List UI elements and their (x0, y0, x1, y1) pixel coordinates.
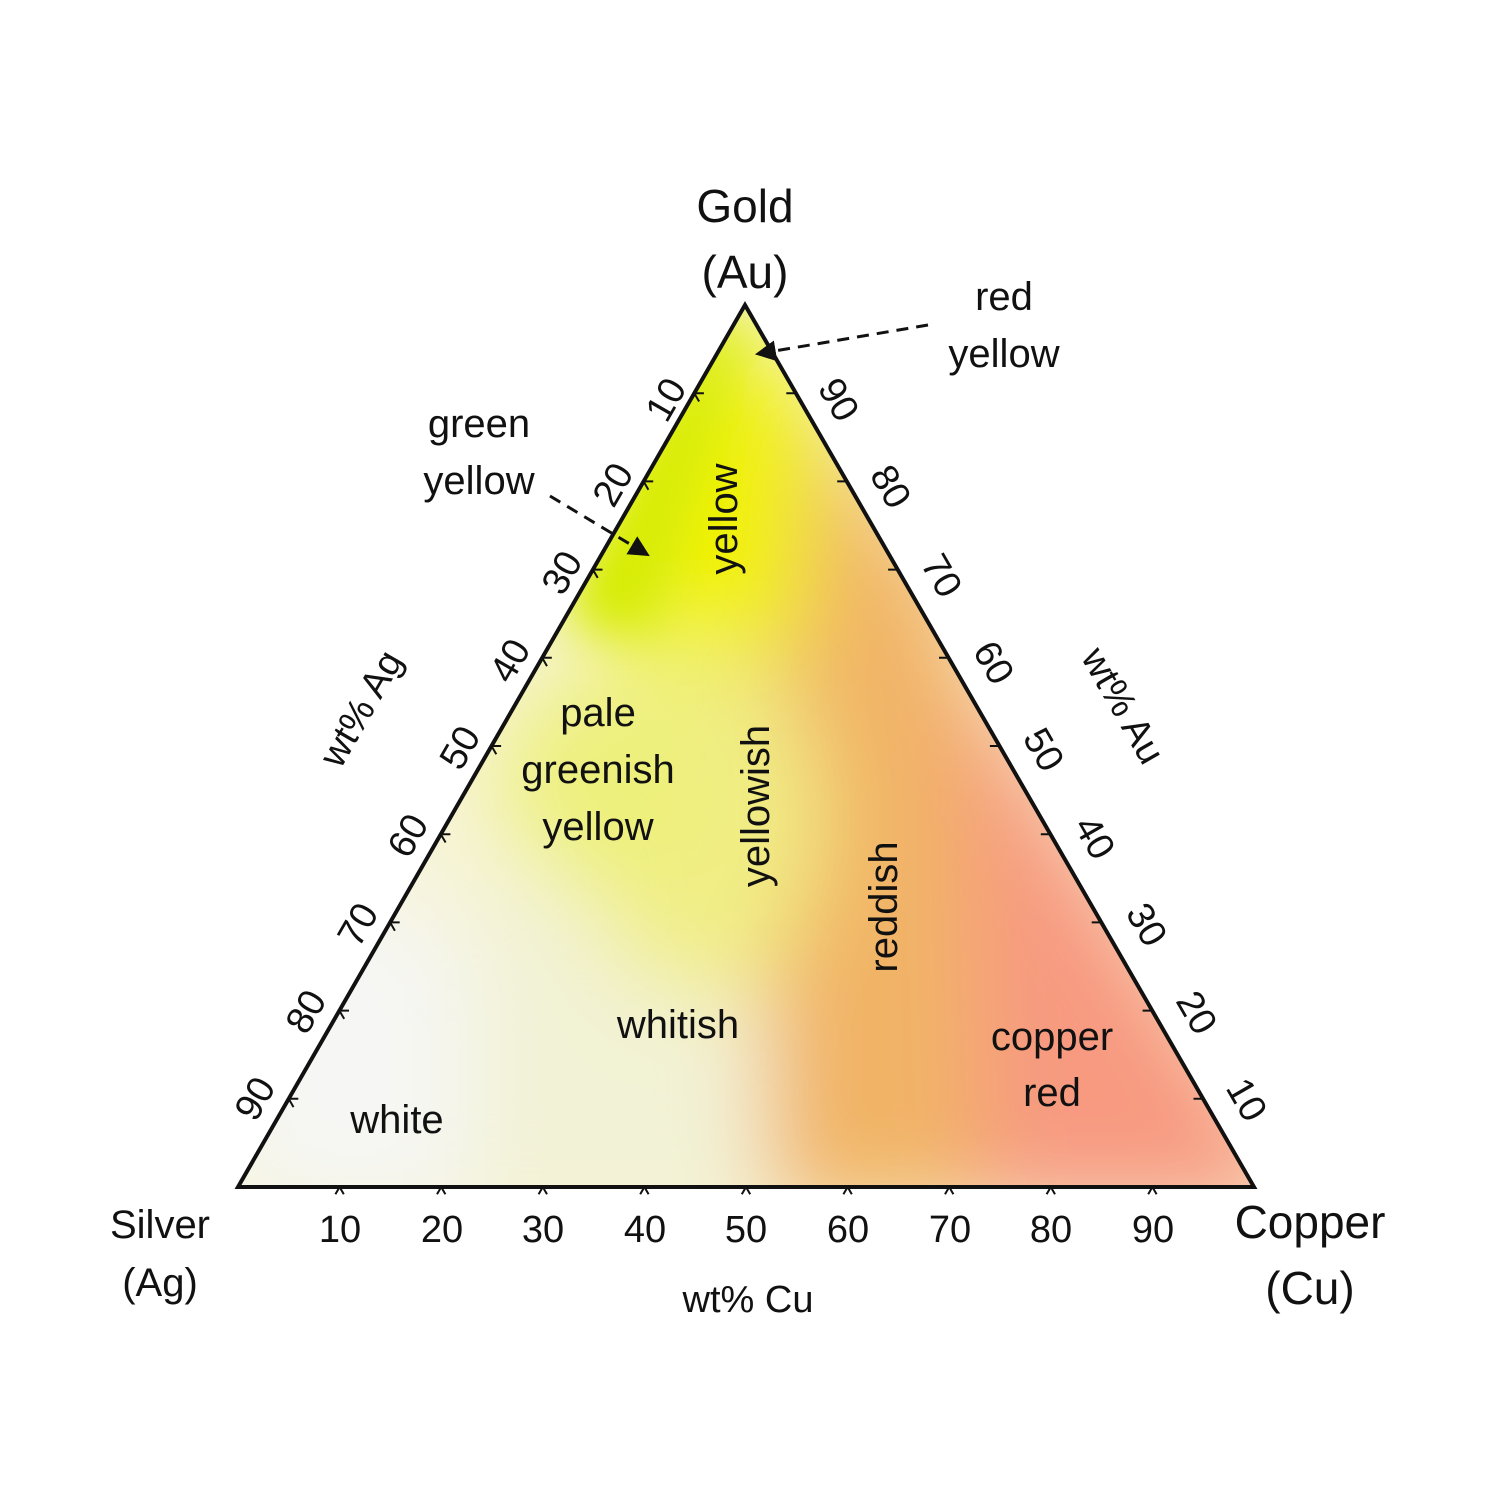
au-axis-tick (1040, 825, 1052, 836)
field-pale-greenish-yellow (500, 670, 720, 890)
au-axis-tick (1091, 913, 1103, 924)
au-axis-tick (786, 384, 797, 395)
ag-axis-tick (439, 833, 451, 844)
au-tick-label: 20 (1167, 984, 1225, 1042)
region-pale-greenish-yellow-line3: yellow (542, 805, 653, 849)
au-tick-label: 30 (1117, 896, 1175, 954)
region-white: white (349, 1098, 443, 1142)
au-tick-label: 60 (964, 634, 1022, 692)
cu-tick-label: 60 (827, 1209, 869, 1251)
au-tick-label: 80 (861, 458, 919, 516)
au-tick-label: 90 (809, 371, 867, 429)
axis-title-cu: wt% Cu (682, 1279, 814, 1321)
ag-axis-tick (490, 745, 502, 755)
axis-title-au: wt% Au (1072, 640, 1172, 772)
region-pale-greenish-yellow-line1: pale (560, 691, 636, 735)
region-reddish: reddish (862, 841, 906, 972)
cu-tick-label: 40 (624, 1209, 666, 1251)
vertex-silver-name: Silver (110, 1203, 210, 1247)
region-yellowish: yellowish (734, 725, 778, 887)
callout-red-yellow-line2: yellow (948, 332, 1059, 376)
cu-axis-tick (944, 1186, 955, 1195)
cu-axis-tick (537, 1186, 548, 1195)
cu-axis-tick (740, 1186, 752, 1195)
vertex-gold-symbol: (Au) (702, 246, 789, 298)
ag-axis-tick (389, 921, 400, 932)
ag-axis-tick (642, 480, 654, 491)
cu-tick-label: 80 (1030, 1209, 1072, 1251)
cu-tick-labels: 10 20 30 40 50 60 70 80 90 (319, 1209, 1174, 1251)
tick-marks (287, 384, 1204, 1195)
au-axis-tick (1142, 1001, 1154, 1012)
region-copper-red-line1: copper (991, 1015, 1113, 1059)
region-pale-greenish-yellow-line2: greenish (521, 748, 674, 792)
callout-green-yellow-line1: green (428, 402, 530, 446)
callout-red-yellow-arrow (754, 323, 929, 362)
au-axis-tick (837, 472, 848, 483)
ag-axis-tick (592, 568, 603, 579)
cu-axis-tick (1045, 1186, 1056, 1195)
cu-axis-tick (1147, 1186, 1158, 1195)
au-axis-tick (989, 737, 1001, 747)
vertex-copper-name: Copper (1235, 1196, 1386, 1248)
cu-tick-label: 50 (725, 1209, 767, 1251)
ag-axis-tick (541, 656, 552, 667)
au-tick-label: 50 (1014, 721, 1072, 779)
region-yellow: yellow (702, 463, 746, 574)
ag-axis-tick (693, 392, 704, 403)
cu-axis-tick (334, 1186, 345, 1195)
region-copper-red-line2: red (1023, 1071, 1081, 1115)
au-axis-tick (1193, 1089, 1204, 1100)
region-whitish: whitish (616, 1003, 739, 1047)
callout-green-yellow-line2: yellow (423, 459, 534, 503)
au-axis-tick (939, 648, 950, 659)
cu-tick-label: 20 (421, 1209, 463, 1251)
au-axis-tick (888, 560, 899, 571)
vertex-copper-symbol: (Cu) (1265, 1262, 1354, 1314)
cu-tick-label: 90 (1132, 1209, 1174, 1251)
field-whitish (470, 860, 760, 1187)
axis-title-ag: wt% Ag (311, 644, 411, 776)
cu-tick-label: 10 (319, 1209, 361, 1251)
cu-axis-tick (639, 1186, 650, 1195)
vertex-gold-name: Gold (696, 180, 793, 232)
callout-red-yellow-line1: red (975, 275, 1033, 319)
au-tick-label: 10 (1217, 1071, 1275, 1129)
field-orange (760, 330, 980, 1187)
ag-axis-tick (338, 1009, 349, 1020)
cu-axis-tick (436, 1186, 447, 1195)
au-tick-label: 70 (912, 547, 970, 605)
cu-axis-tick (842, 1186, 853, 1195)
ag-axis-tick (287, 1097, 299, 1108)
vertex-silver-symbol: (Ag) (122, 1261, 198, 1305)
cu-tick-label: 30 (522, 1209, 564, 1251)
cu-tick-label: 70 (929, 1209, 971, 1251)
au-tick-label: 40 (1065, 809, 1123, 867)
